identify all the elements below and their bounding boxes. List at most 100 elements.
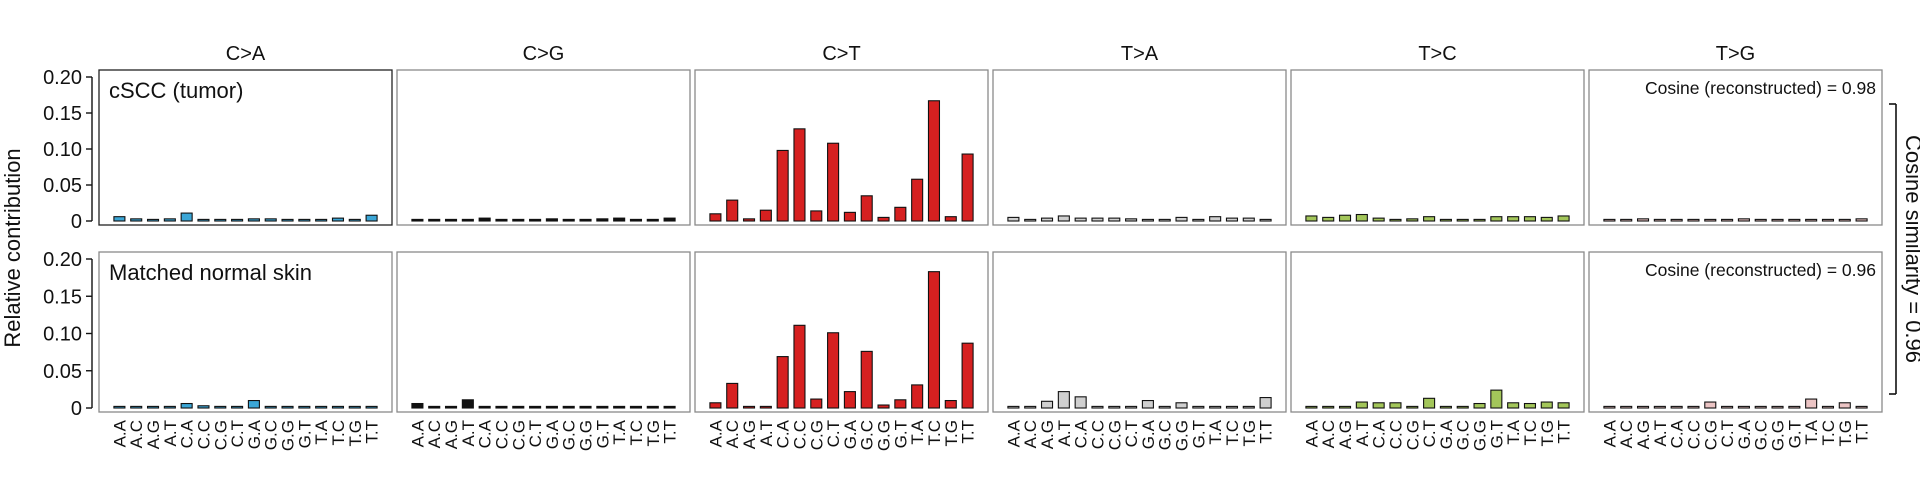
bar: [1507, 216, 1520, 222]
bar: [1024, 405, 1037, 409]
bar: [214, 405, 227, 409]
bar: [428, 405, 441, 409]
bar: [562, 218, 575, 222]
x-tick-label: C.C: [194, 420, 213, 449]
bar: [596, 405, 609, 409]
bar: [1355, 401, 1368, 409]
bar: [1322, 216, 1335, 222]
bar: [444, 218, 458, 222]
x-tick-label: A.C: [1617, 420, 1636, 448]
bar: [1670, 405, 1683, 409]
bar: [197, 405, 210, 409]
x-tick-label: A.C: [127, 420, 146, 448]
x-tick-label: A.A: [1302, 419, 1321, 447]
bar: [1423, 397, 1436, 409]
bar: [1721, 218, 1734, 222]
bar: [1636, 405, 1650, 409]
bar: [613, 405, 626, 409]
bar: [562, 405, 575, 409]
bar: [1473, 218, 1486, 222]
bar: [146, 218, 160, 222]
x-tick-label: G.A: [543, 419, 562, 449]
x-tick-label: A.A: [110, 419, 129, 447]
bar: [1821, 218, 1835, 222]
x-tick-label: G.T: [295, 420, 314, 448]
x-tick-label: A.T: [1353, 420, 1372, 446]
bar: [579, 405, 592, 409]
x-tick-label: G.G: [1173, 420, 1192, 451]
bar: [726, 382, 739, 409]
y-tick-label: 0.05: [43, 175, 82, 197]
bar: [264, 218, 277, 222]
cosine-similarity-label: Cosine similarity = 0.96: [1901, 135, 1920, 363]
bar: [1490, 216, 1503, 222]
bar: [1338, 405, 1352, 409]
x-tick-label: C.T: [824, 420, 843, 447]
panel-frame: [1290, 251, 1585, 413]
x-tick-label: T.G: [644, 420, 663, 446]
bar: [1620, 405, 1633, 409]
bar: [1007, 216, 1020, 222]
x-tick-label: A.G: [1336, 420, 1355, 449]
bar: [461, 399, 474, 409]
bar: [180, 402, 193, 409]
x-tick-label: G.T: [1785, 420, 1804, 448]
x-tick-label: T.A: [1802, 419, 1821, 444]
x-tick-label: T.A: [1504, 419, 1523, 444]
bar: [1108, 217, 1121, 222]
x-tick-label: C.G: [211, 420, 230, 450]
bar: [1024, 218, 1037, 222]
x-tick-label: T.C: [329, 420, 348, 446]
panel-frame: [694, 69, 989, 226]
bar: [1788, 405, 1801, 409]
bar: [1057, 391, 1070, 409]
bar: [1423, 216, 1436, 222]
x-tick-label: G.G: [1769, 420, 1788, 451]
bar: [130, 405, 143, 409]
bar: [1557, 215, 1570, 222]
bar: [1108, 405, 1121, 409]
bar: [512, 218, 525, 222]
bar: [1490, 389, 1503, 409]
bar: [1259, 218, 1272, 222]
y-tick-label: 0.20: [43, 67, 82, 89]
bar: [1855, 405, 1868, 409]
y-tick-label: 0.15: [43, 286, 82, 308]
bar: [1737, 218, 1750, 222]
bar: [927, 271, 941, 409]
x-tick-label: C.A: [476, 419, 495, 448]
bar: [793, 324, 806, 409]
x-tick-label: A.T: [757, 420, 776, 446]
bar: [1158, 218, 1171, 222]
x-tick-label: A.A: [408, 419, 427, 447]
bar: [512, 405, 525, 409]
bar: [629, 218, 643, 222]
x-tick-label: T.C: [1521, 420, 1540, 446]
bar: [843, 391, 856, 409]
bar: [1737, 405, 1750, 409]
bar: [1838, 218, 1851, 222]
bar: [281, 218, 294, 222]
bar: [247, 399, 260, 409]
x-tick-label: A.G: [442, 420, 461, 449]
bar: [742, 218, 756, 222]
x-tick-label: T.T: [661, 420, 680, 444]
bar: [1603, 405, 1616, 409]
x-tick-label: T.T: [1853, 420, 1872, 444]
y-tick-label: 0.20: [43, 249, 82, 271]
bar: [596, 218, 609, 222]
bar: [1305, 215, 1318, 222]
bar: [461, 218, 474, 222]
bar: [726, 199, 739, 222]
x-tick-label: T.C: [1819, 420, 1838, 446]
panel-frame: [992, 251, 1287, 413]
bar: [1372, 402, 1385, 409]
bar: [1653, 218, 1666, 222]
x-tick-label: T.T: [959, 420, 978, 444]
bar: [113, 216, 126, 222]
x-tick-label: T.T: [1257, 420, 1276, 444]
panel-frame: [1588, 251, 1883, 413]
x-tick-label: A.C: [723, 420, 742, 448]
bar: [1125, 218, 1138, 222]
x-tick-label: T.C: [627, 420, 646, 446]
